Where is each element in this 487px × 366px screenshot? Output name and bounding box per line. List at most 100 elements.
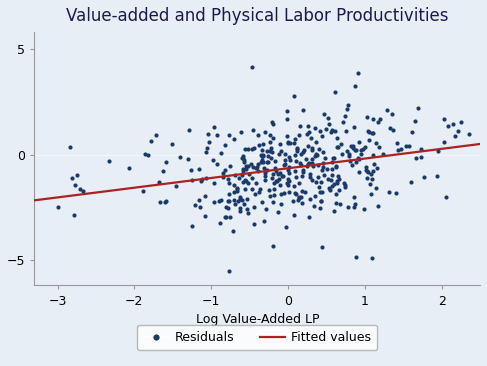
Point xyxy=(333,144,341,150)
Point xyxy=(291,136,299,142)
Point xyxy=(254,168,262,174)
Point xyxy=(259,147,266,153)
Point xyxy=(263,159,271,165)
Point xyxy=(54,203,62,209)
Point xyxy=(204,131,211,137)
Point xyxy=(317,198,325,204)
Point xyxy=(259,141,267,147)
Point xyxy=(292,174,300,180)
Point xyxy=(270,192,278,198)
Point xyxy=(307,135,315,141)
Point xyxy=(185,156,192,162)
Point xyxy=(267,145,275,150)
Point xyxy=(335,187,342,193)
Point xyxy=(284,141,292,146)
Point xyxy=(236,205,244,211)
Point xyxy=(250,221,258,227)
Point xyxy=(197,178,205,183)
Point xyxy=(273,178,281,184)
Point xyxy=(238,172,246,178)
Point xyxy=(299,149,307,155)
Point xyxy=(370,130,377,136)
Point xyxy=(375,119,382,125)
Point xyxy=(337,141,345,147)
Point xyxy=(457,119,465,125)
Point xyxy=(270,186,278,192)
Point xyxy=(206,139,213,145)
Point xyxy=(327,177,335,183)
Point xyxy=(329,160,337,165)
Point xyxy=(226,214,234,220)
Point xyxy=(282,224,290,230)
Point xyxy=(293,145,301,150)
Point xyxy=(156,199,164,205)
Point xyxy=(285,189,293,195)
Point xyxy=(226,164,234,169)
Point xyxy=(300,107,307,113)
Point xyxy=(263,148,271,154)
Point xyxy=(267,155,275,161)
Point xyxy=(272,158,280,164)
Point xyxy=(318,188,326,194)
Point xyxy=(302,163,310,168)
Point xyxy=(331,89,339,95)
Point xyxy=(359,146,367,152)
Point xyxy=(172,183,180,188)
Point xyxy=(71,182,78,188)
Point xyxy=(308,160,316,166)
Point xyxy=(264,158,272,164)
Point xyxy=(379,151,387,157)
Point xyxy=(355,169,363,175)
Point xyxy=(271,165,279,171)
Point xyxy=(356,156,363,161)
Point xyxy=(222,214,230,220)
Point xyxy=(290,212,298,218)
Point xyxy=(266,194,274,199)
Point xyxy=(342,128,350,134)
Point xyxy=(330,208,338,214)
Point xyxy=(261,177,268,183)
Point xyxy=(259,153,266,159)
Point xyxy=(254,132,262,138)
Point xyxy=(285,164,293,170)
Point xyxy=(365,137,373,142)
Point xyxy=(290,183,298,189)
Point xyxy=(230,136,238,142)
Point xyxy=(275,176,282,182)
Point xyxy=(318,244,326,250)
Point xyxy=(402,143,410,149)
Point xyxy=(306,196,314,202)
Point xyxy=(362,167,370,173)
Point xyxy=(248,186,256,192)
Point xyxy=(225,176,232,182)
Point xyxy=(336,201,344,207)
Point xyxy=(299,167,306,173)
Point xyxy=(295,180,303,186)
Point xyxy=(325,122,333,127)
Point xyxy=(241,146,248,152)
Point xyxy=(186,127,193,132)
Point xyxy=(255,190,263,195)
Point xyxy=(373,165,381,171)
Point xyxy=(257,152,265,158)
Point xyxy=(318,133,326,139)
Point xyxy=(352,147,360,153)
Point xyxy=(239,153,246,159)
Point xyxy=(256,186,264,192)
Point xyxy=(247,161,255,167)
Point xyxy=(318,168,325,173)
Point xyxy=(239,155,247,161)
Point xyxy=(350,194,357,200)
Point xyxy=(272,168,280,174)
Point xyxy=(305,160,313,166)
Point xyxy=(352,83,359,89)
Point xyxy=(202,175,209,181)
Point xyxy=(302,131,310,137)
Point xyxy=(341,184,349,190)
Point xyxy=(308,145,316,151)
Point xyxy=(216,220,224,226)
Point xyxy=(296,132,303,138)
Point xyxy=(221,167,229,173)
Point xyxy=(236,196,244,202)
Point xyxy=(320,111,328,117)
